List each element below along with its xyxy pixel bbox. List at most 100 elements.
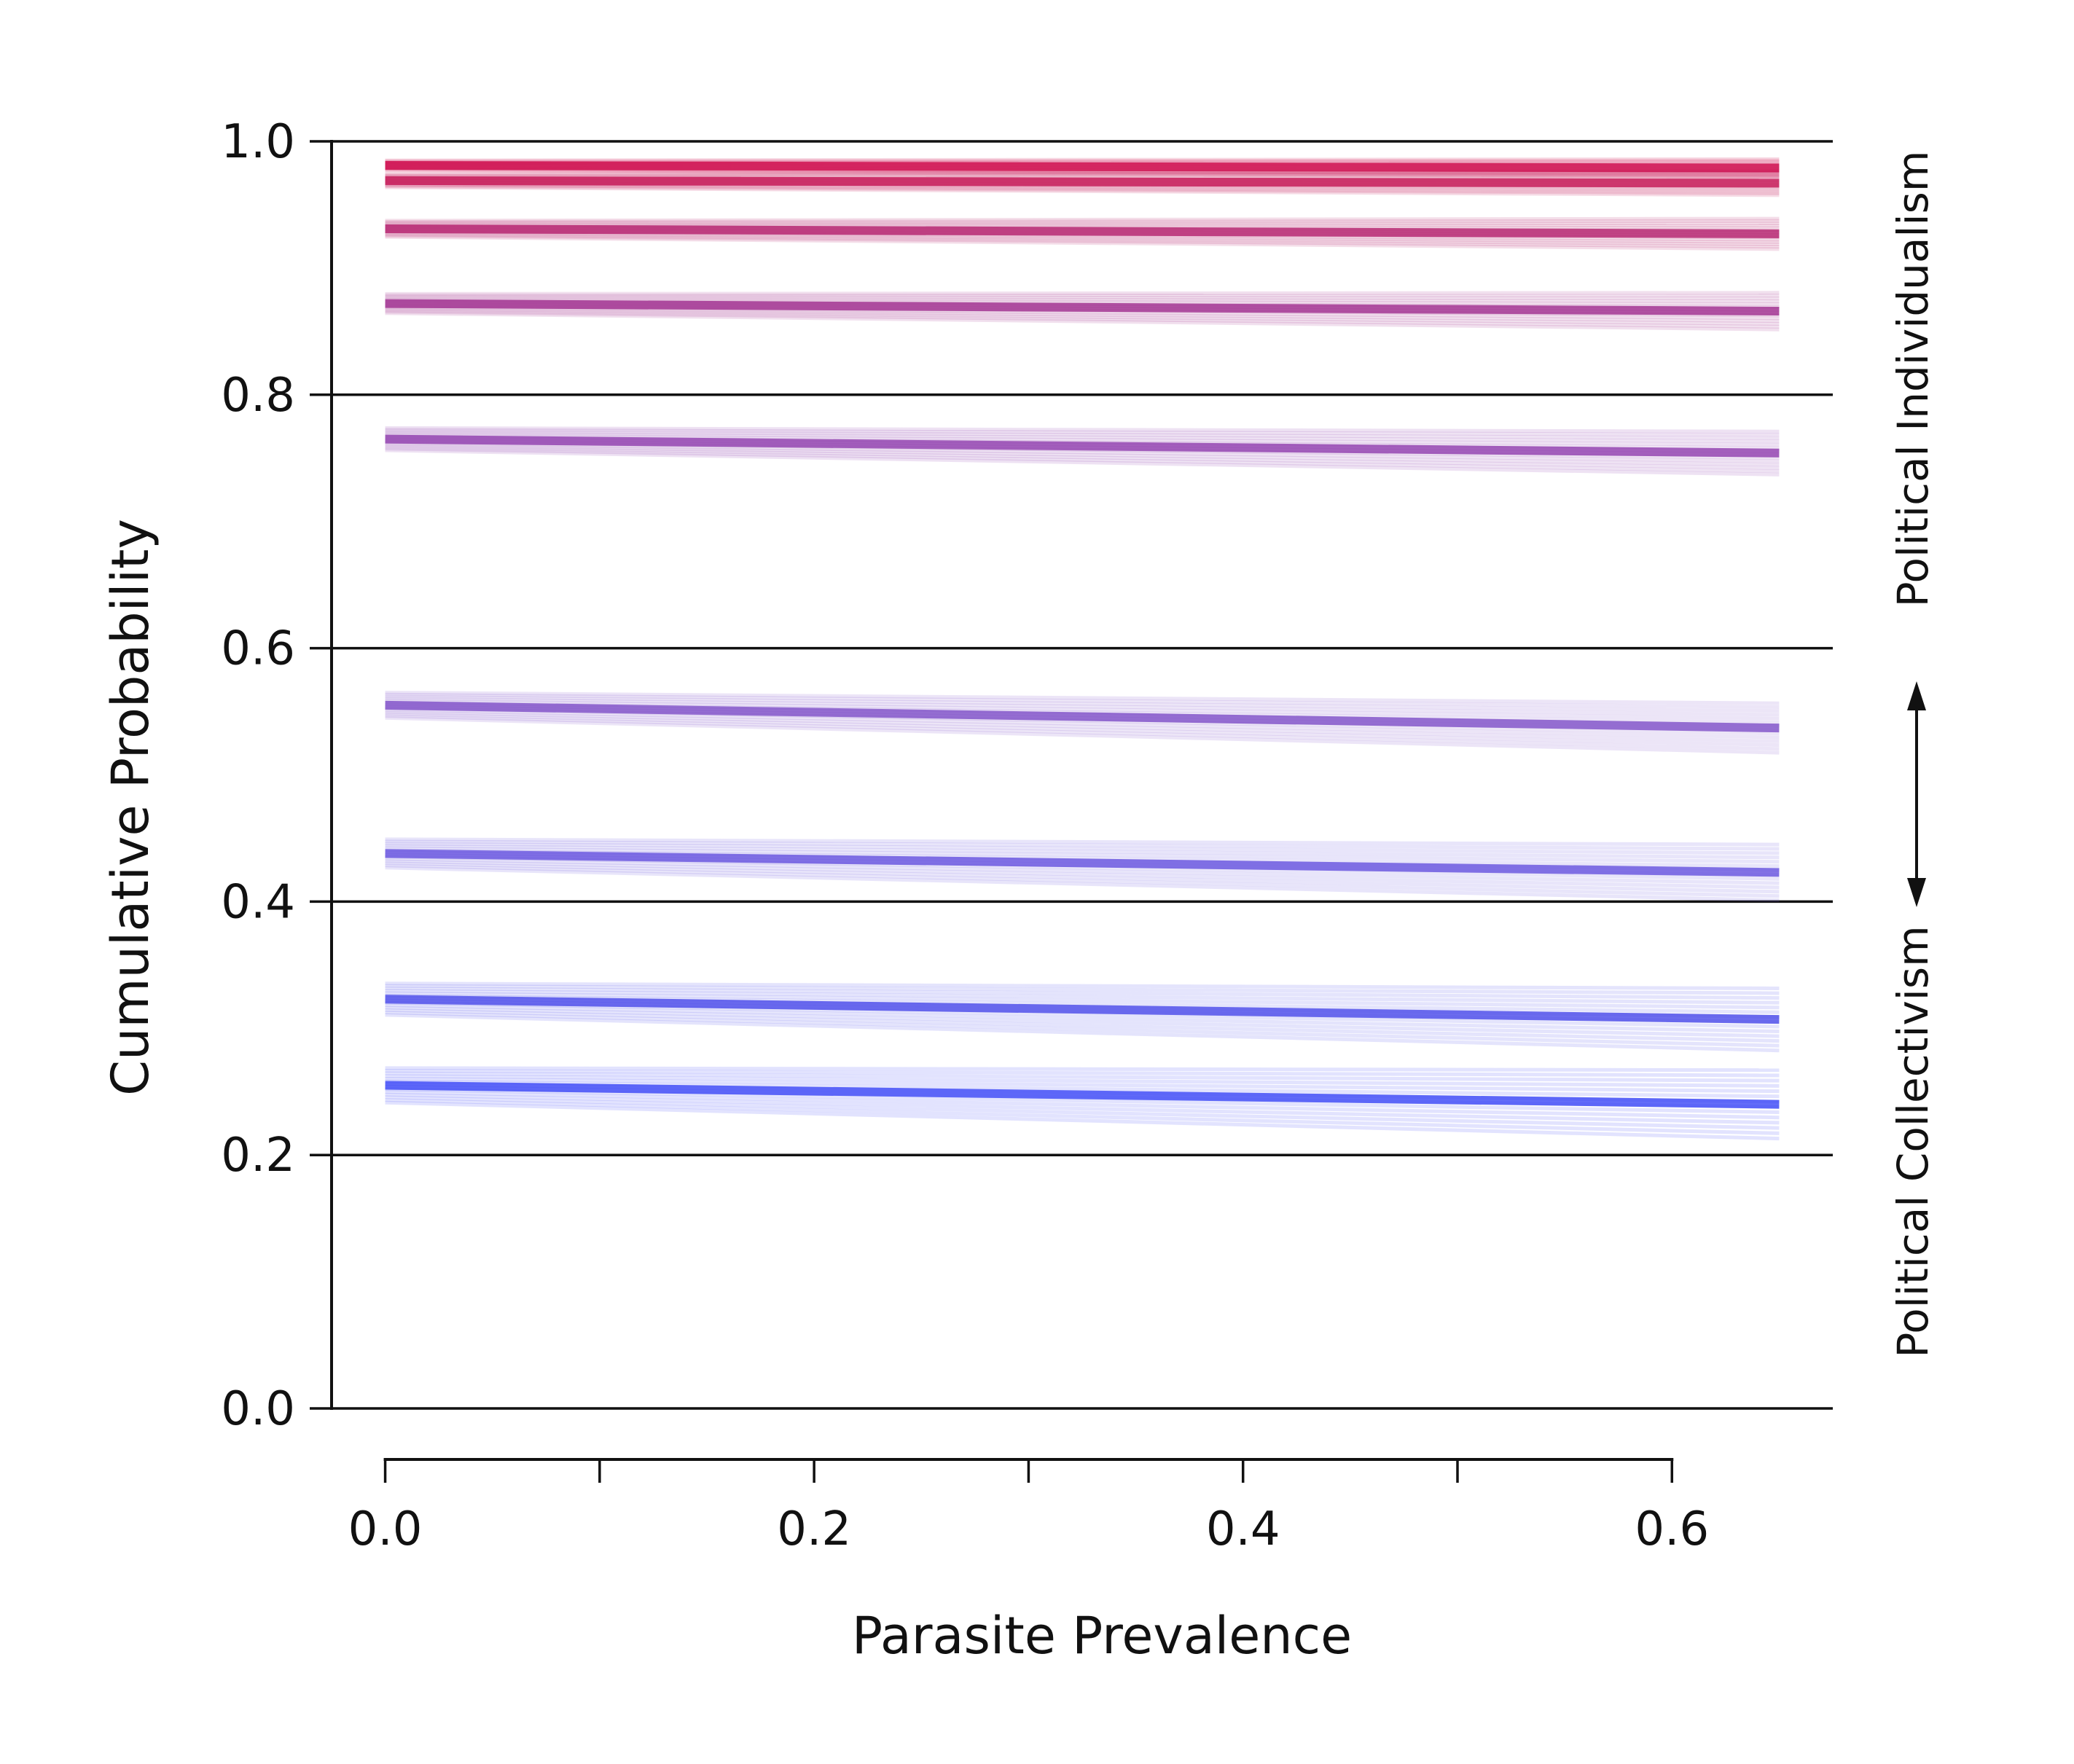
series-draw-line <box>385 222 1780 228</box>
series-draw-line <box>385 1069 1780 1078</box>
series-draw-line <box>385 844 1780 860</box>
series-draw-line <box>385 1006 1780 1038</box>
individualism-label: Political Individualism <box>1888 151 1938 608</box>
series-draw-line <box>385 1074 1780 1088</box>
series-draw-line <box>385 235 1780 251</box>
series-draw-line <box>385 846 1780 864</box>
y-tick-label: 0.2 <box>221 1129 295 1183</box>
series-draw-line <box>385 442 1780 463</box>
series-draw-line <box>385 311 1780 332</box>
series-draw-line <box>385 857 1780 885</box>
series-draw-line <box>385 989 1780 1005</box>
series-draw-line <box>385 708 1780 740</box>
y-tick-labels: 0.0 0.2 0.4 0.6 0.8 1.0 <box>221 115 295 1436</box>
series-1 <box>385 157 1780 179</box>
series-draw-line <box>385 986 1780 1000</box>
series-draw-line <box>385 185 1780 197</box>
series-draw-line <box>385 1076 1780 1094</box>
series-draw-line <box>385 429 1780 440</box>
series-8 <box>385 981 1780 1053</box>
series-mean-line <box>385 1081 1780 1109</box>
series-draw-line <box>385 1090 1780 1120</box>
series-draw-line <box>385 232 1780 246</box>
series-draw-line <box>385 428 1780 437</box>
series-draw-line <box>385 184 1780 195</box>
series-draw-line <box>385 842 1780 855</box>
collectivism-label: Political Collectivism <box>1888 925 1938 1357</box>
series-draw-line <box>385 1092 1780 1125</box>
series-7 <box>385 837 1780 903</box>
series-draw-line <box>385 1098 1780 1135</box>
series-draw-line <box>385 426 1780 434</box>
series-draw-line <box>385 698 1780 721</box>
series-mean-line <box>385 995 1780 1024</box>
series-group <box>385 157 1780 1141</box>
series-draw-line <box>385 984 1780 995</box>
x-tick-labels: 0.0 0.2 0.4 0.6 <box>348 1502 1709 1556</box>
series-draw-line <box>385 431 1780 444</box>
series-mean-line <box>385 700 1780 733</box>
series-draw-line <box>385 447 1780 474</box>
axes <box>310 140 1674 1483</box>
series-draw-line <box>385 231 1780 244</box>
series-mean-line <box>385 434 1780 458</box>
y-tick-label: 0.6 <box>221 622 295 676</box>
series-4 <box>385 291 1780 332</box>
series-draw-line <box>385 839 1780 851</box>
series-draw-line <box>385 1079 1780 1099</box>
x-tick-label: 0.4 <box>1206 1502 1280 1556</box>
series-draw-line <box>385 1003 1780 1034</box>
series-draw-line <box>385 1095 1780 1130</box>
series-6 <box>385 690 1780 755</box>
series-draw-line <box>385 307 1780 324</box>
series-draw-line <box>385 716 1780 755</box>
series-draw-line <box>385 991 1780 1010</box>
horizontal-grid <box>332 140 1833 1410</box>
x-tick-label: 0.2 <box>777 1502 851 1556</box>
double-arrow <box>1907 681 1926 907</box>
series-draw-line <box>385 710 1780 743</box>
series-draw-line <box>385 291 1780 296</box>
series-draw-line <box>385 861 1780 894</box>
series-draw-line <box>385 169 1780 176</box>
series-draw-line <box>385 1071 1780 1083</box>
series-draw-line <box>385 310 1780 329</box>
y-tick-label: 0.4 <box>221 875 295 929</box>
series-mean-line <box>385 161 1780 173</box>
series-9 <box>385 1066 1780 1141</box>
series-draw-line <box>385 183 1780 194</box>
series-draw-line <box>385 859 1780 890</box>
series-draw-line <box>385 1008 1780 1043</box>
series-draw-line <box>385 433 1780 447</box>
series-draw-line <box>385 168 1780 178</box>
series-draw-line <box>385 692 1780 709</box>
series-draw-line <box>385 1066 1780 1073</box>
series-5 <box>385 426 1780 477</box>
series-draw-line <box>385 1011 1780 1048</box>
series-draw-line <box>385 296 1780 303</box>
arrow-down-icon <box>1907 878 1926 907</box>
series-draw-line <box>385 219 1780 224</box>
series-draw-line <box>385 863 1780 898</box>
series-mean-line <box>385 224 1780 238</box>
series-draw-line <box>385 712 1780 748</box>
series-draw-line <box>385 173 1780 179</box>
series-draw-line <box>385 1100 1780 1141</box>
series-draw-line <box>385 308 1780 326</box>
series-draw-line <box>385 448 1780 477</box>
y-axis-title: Cumulative Probability <box>101 519 160 1096</box>
series-mean-line <box>385 299 1780 316</box>
series-draw-line <box>385 443 1780 467</box>
series-draw-line <box>385 158 1780 163</box>
series-draw-line <box>385 233 1780 249</box>
series-draw-line <box>385 690 1780 705</box>
arrow-up-icon <box>1907 681 1926 710</box>
series-2 <box>385 169 1780 197</box>
series-draw-line <box>385 981 1780 991</box>
series-draw-line <box>385 1013 1780 1053</box>
x-axis-title: Parasite Prevalence <box>852 1606 1352 1666</box>
series-draw-line <box>385 444 1780 470</box>
series-mean-line <box>385 176 1780 188</box>
y-tick-label: 0.8 <box>221 369 295 423</box>
